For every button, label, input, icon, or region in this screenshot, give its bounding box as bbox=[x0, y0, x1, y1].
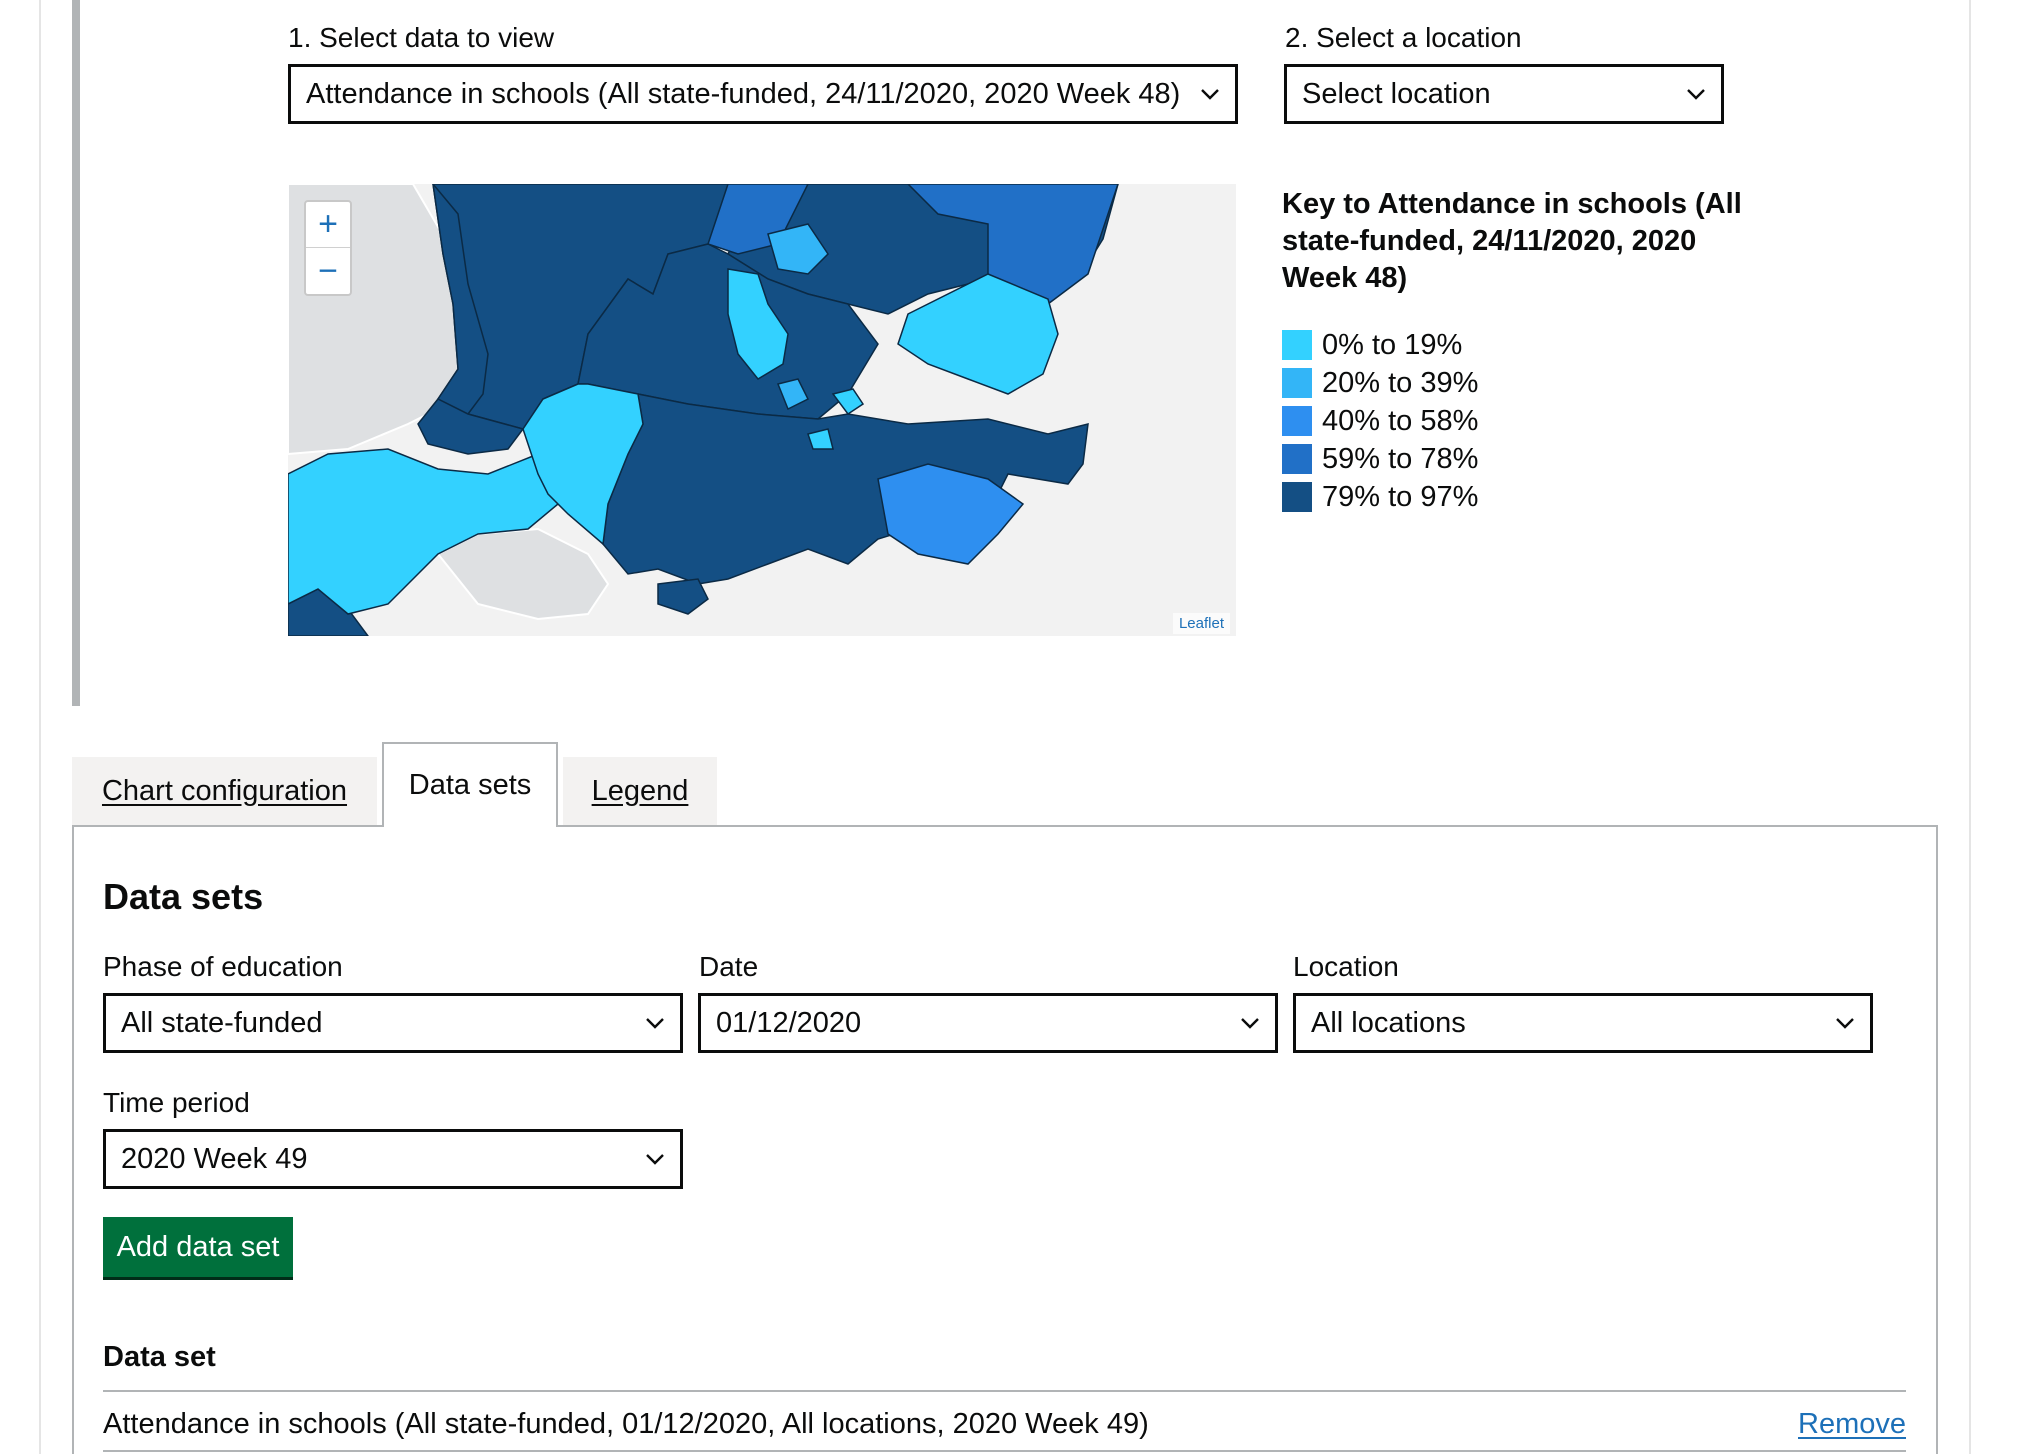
time-period-label: Time period bbox=[103, 1087, 250, 1118]
select-location-dropdown[interactable]: Select location bbox=[1284, 64, 1724, 124]
map-region-lightblue-london bbox=[776, 378, 810, 411]
select-location-label: 2. Select a location bbox=[1285, 22, 1522, 53]
divider bbox=[103, 1390, 1906, 1392]
map-region-dark-south bbox=[602, 393, 1089, 585]
choropleth-map[interactable]: + − Leaflet bbox=[288, 184, 1236, 636]
chevron-down-icon bbox=[1836, 1018, 1854, 1029]
map-region-cyan-west bbox=[288, 448, 569, 615]
add-data-set-button[interactable]: Add data set bbox=[103, 1217, 293, 1277]
key-item: 59% to 78% bbox=[1282, 440, 1478, 478]
phase-label: Phase of education bbox=[103, 951, 343, 982]
zoom-out-button[interactable]: − bbox=[318, 251, 338, 290]
map-regions bbox=[288, 184, 1119, 636]
tab-data-sets[interactable]: Data sets bbox=[382, 742, 558, 827]
map-key-list: 0% to 19% 20% to 39% 40% to 58% 59% to 7… bbox=[1282, 326, 1478, 516]
map-region-cyan-north-center bbox=[727, 268, 789, 380]
key-item: 20% to 39% bbox=[1282, 364, 1478, 402]
select-data-dropdown[interactable]: Attendance in schools (All state-funded,… bbox=[288, 64, 1238, 124]
data-set-row-text: Attendance in schools (All state-funded,… bbox=[103, 1408, 1149, 1440]
select-location-value: Select location bbox=[1302, 77, 1491, 110]
map-land-south bbox=[436, 527, 610, 621]
date-label: Date bbox=[699, 951, 759, 982]
select-data-label: 1. Select data to view bbox=[288, 22, 555, 53]
key-label: 40% to 58% bbox=[1322, 404, 1479, 437]
location-dropdown[interactable]: All locations bbox=[1293, 993, 1873, 1053]
map-region-cyan-east bbox=[897, 273, 1059, 395]
map-key-title: Key to Attendance in schools (All state-… bbox=[1282, 188, 1742, 294]
tab-chart-configuration[interactable]: Chart configuration bbox=[72, 757, 377, 825]
zoom-in-button[interactable]: + bbox=[306, 202, 350, 248]
leaflet-attribution-link[interactable]: Leaflet bbox=[1172, 613, 1230, 634]
phase-value: All state-funded bbox=[121, 1006, 323, 1039]
map-region-lightblue-north bbox=[767, 223, 829, 275]
date-dropdown[interactable]: 01/12/2020 bbox=[698, 993, 1278, 1053]
time-period-value: 2020 Week 49 bbox=[121, 1142, 308, 1175]
key-swatch bbox=[1282, 330, 1312, 360]
key-swatch bbox=[1282, 444, 1312, 474]
phase-dropdown[interactable]: All state-funded bbox=[103, 993, 683, 1053]
map-region-dark-middle bbox=[577, 243, 879, 420]
page-border-left bbox=[39, 0, 41, 1454]
map-region-cyan-london-2 bbox=[807, 428, 834, 450]
map-region-dark-west bbox=[417, 398, 525, 455]
time-period-dropdown[interactable]: 2020 Week 49 bbox=[103, 1129, 683, 1189]
key-label: 59% to 78% bbox=[1322, 442, 1479, 475]
page-border-right bbox=[1969, 0, 1971, 1454]
select-data-value: Attendance in schools (All state-funded,… bbox=[306, 77, 1181, 110]
map-zoom-control: + − bbox=[304, 200, 352, 296]
key-label: 0% to 19% bbox=[1322, 328, 1463, 361]
chevron-down-icon bbox=[646, 1018, 664, 1029]
preview-inset-bar bbox=[72, 0, 80, 706]
chevron-down-icon bbox=[1201, 89, 1219, 100]
tab-legend[interactable]: Legend bbox=[563, 757, 717, 825]
chevron-down-icon bbox=[1687, 89, 1705, 100]
key-label: 20% to 39% bbox=[1322, 366, 1479, 399]
date-value: 01/12/2020 bbox=[716, 1006, 862, 1039]
key-item: 0% to 19% bbox=[1282, 326, 1478, 364]
map-region-cyan-center bbox=[522, 383, 644, 546]
panel-heading: Data sets bbox=[103, 876, 264, 917]
key-swatch bbox=[1282, 482, 1312, 512]
map-region-midblue-north bbox=[707, 184, 809, 255]
data-set-list-heading: Data set bbox=[103, 1341, 216, 1373]
location-label: Location bbox=[1293, 951, 1399, 982]
key-item: 40% to 58% bbox=[1282, 402, 1478, 440]
map-region-cyan-london-1 bbox=[831, 388, 865, 416]
key-item: 79% to 97% bbox=[1282, 478, 1478, 516]
key-swatch bbox=[1282, 368, 1312, 398]
chevron-down-icon bbox=[1241, 1018, 1259, 1029]
map-region-blue-southeast bbox=[877, 463, 1025, 565]
key-swatch bbox=[1282, 406, 1312, 436]
divider bbox=[103, 1450, 1906, 1452]
location-value: All locations bbox=[1311, 1006, 1466, 1039]
key-label: 79% to 97% bbox=[1322, 480, 1479, 513]
map-region-dark-island bbox=[657, 578, 709, 615]
chevron-down-icon bbox=[646, 1154, 664, 1165]
remove-data-set-link[interactable]: Remove bbox=[1798, 1408, 1906, 1440]
